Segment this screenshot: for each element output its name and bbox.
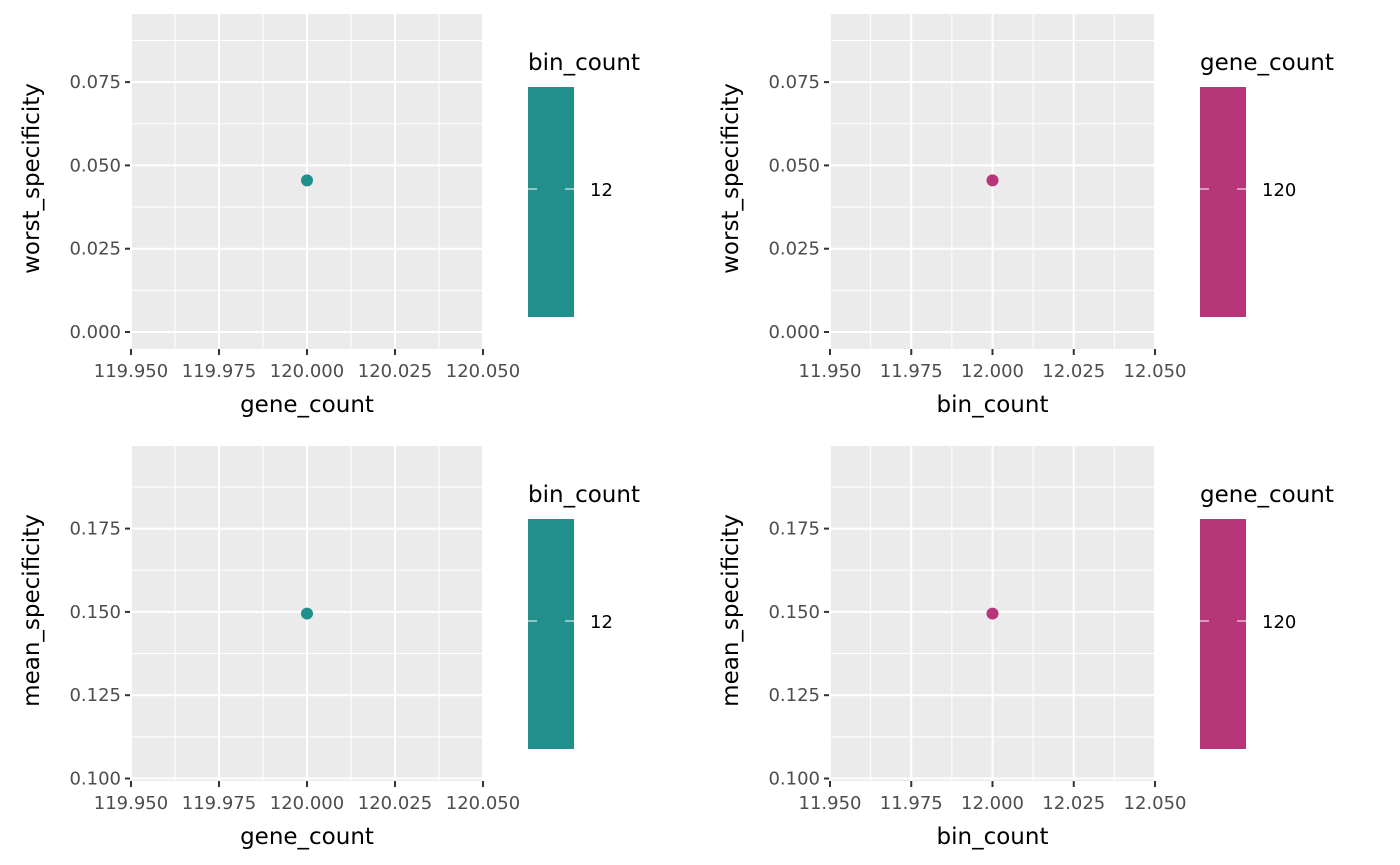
legend-label: 12 xyxy=(590,180,613,201)
x-tick-label: 12.025 xyxy=(1042,793,1105,814)
legend-colorbar xyxy=(528,87,574,317)
y-axis-title: mean_specificity xyxy=(718,514,744,707)
y-axis-title: mean_specificity xyxy=(19,514,45,707)
y-tick-label: 0.100 xyxy=(768,769,820,790)
legend-colorbar xyxy=(1200,519,1246,749)
y-tick-label: 0.075 xyxy=(69,72,121,93)
y-tick-label: 0.050 xyxy=(69,155,121,176)
x-tick-label: 12.050 xyxy=(1124,361,1187,382)
legend-label: 120 xyxy=(1262,612,1296,633)
legend-label: 120 xyxy=(1262,180,1296,201)
x-tick-label: 120.000 xyxy=(270,793,344,814)
x-tick-label: 11.975 xyxy=(880,361,943,382)
legend: bin_count 12 xyxy=(528,50,640,317)
legend: gene_count 120 xyxy=(1200,50,1334,317)
y-tick-label: 0.125 xyxy=(69,685,121,706)
x-tick-label: 11.950 xyxy=(799,361,862,382)
data-point xyxy=(301,174,313,187)
y-tick-label: 0.025 xyxy=(768,239,820,260)
x-tick-label: 12.025 xyxy=(1042,361,1105,382)
legend-colorbar xyxy=(528,519,574,749)
y-axis-title: worst_specificity xyxy=(19,83,45,274)
x-axis-title: gene_count xyxy=(240,392,374,418)
y-tick-label: 0.025 xyxy=(69,239,121,260)
legend-label: 12 xyxy=(590,612,613,633)
x-axis-title: bin_count xyxy=(937,392,1049,418)
y-tick-label: 0.000 xyxy=(69,322,121,343)
y-tick-label: 0.150 xyxy=(69,602,121,623)
x-axis-title: bin_count xyxy=(937,824,1049,850)
legend: gene_count 120 xyxy=(1200,482,1334,749)
panel-3: 0.100 0.125 0.150 0.175 119.950 119.975 120.00… xyxy=(19,446,640,850)
x-tick-label: 12.050 xyxy=(1124,793,1187,814)
x-tick-label: 11.950 xyxy=(799,793,862,814)
y-tick-label: 0.100 xyxy=(69,769,121,790)
y-axis-title: worst_specificity xyxy=(718,83,744,274)
legend-title: gene_count xyxy=(1200,50,1334,76)
x-tick-label: 119.950 xyxy=(94,361,168,382)
y-tick-label: 0.150 xyxy=(768,602,820,623)
panel-2: 0.000 0.025 0.050 0.075 11.950 11.975 12.000 12… xyxy=(718,14,1334,418)
x-tick-label: 12.000 xyxy=(961,793,1024,814)
y-tick-label: 0.000 xyxy=(768,322,820,343)
legend-colorbar xyxy=(1200,87,1246,317)
panel-4: 0.100 0.125 0.150 0.175 11.950 11.975 12.000 12… xyxy=(718,446,1334,850)
panel-1: 0.000 0.025 0.050 0.075 119.950 119.975 120.00… xyxy=(19,14,640,418)
x-tick-label: 120.050 xyxy=(446,361,520,382)
x-tick-label: 120.025 xyxy=(358,793,432,814)
y-tick-label: 0.175 xyxy=(69,519,121,540)
x-tick-label: 120.000 xyxy=(270,361,344,382)
data-point xyxy=(986,607,999,620)
legend-title: bin_count xyxy=(528,482,640,508)
legend: bin_count 12 xyxy=(528,482,640,749)
x-tick-label: 12.000 xyxy=(961,361,1024,382)
y-tick-label: 0.125 xyxy=(768,685,820,706)
y-tick-label: 0.175 xyxy=(768,519,820,540)
data-point xyxy=(301,607,313,620)
x-tick-label: 119.975 xyxy=(182,361,256,382)
x-tick-label: 119.975 xyxy=(182,793,256,814)
x-tick-label: 120.025 xyxy=(358,361,432,382)
x-tick-label: 11.975 xyxy=(880,793,943,814)
data-point xyxy=(986,174,999,187)
y-tick-label: 0.050 xyxy=(768,155,820,176)
legend-title: gene_count xyxy=(1200,482,1334,508)
legend-title: bin_count xyxy=(528,50,640,76)
x-tick-label: 119.950 xyxy=(94,793,168,814)
y-tick-label: 0.075 xyxy=(768,72,820,93)
x-tick-label: 120.050 xyxy=(446,793,520,814)
x-axis-title: gene_count xyxy=(240,824,374,850)
